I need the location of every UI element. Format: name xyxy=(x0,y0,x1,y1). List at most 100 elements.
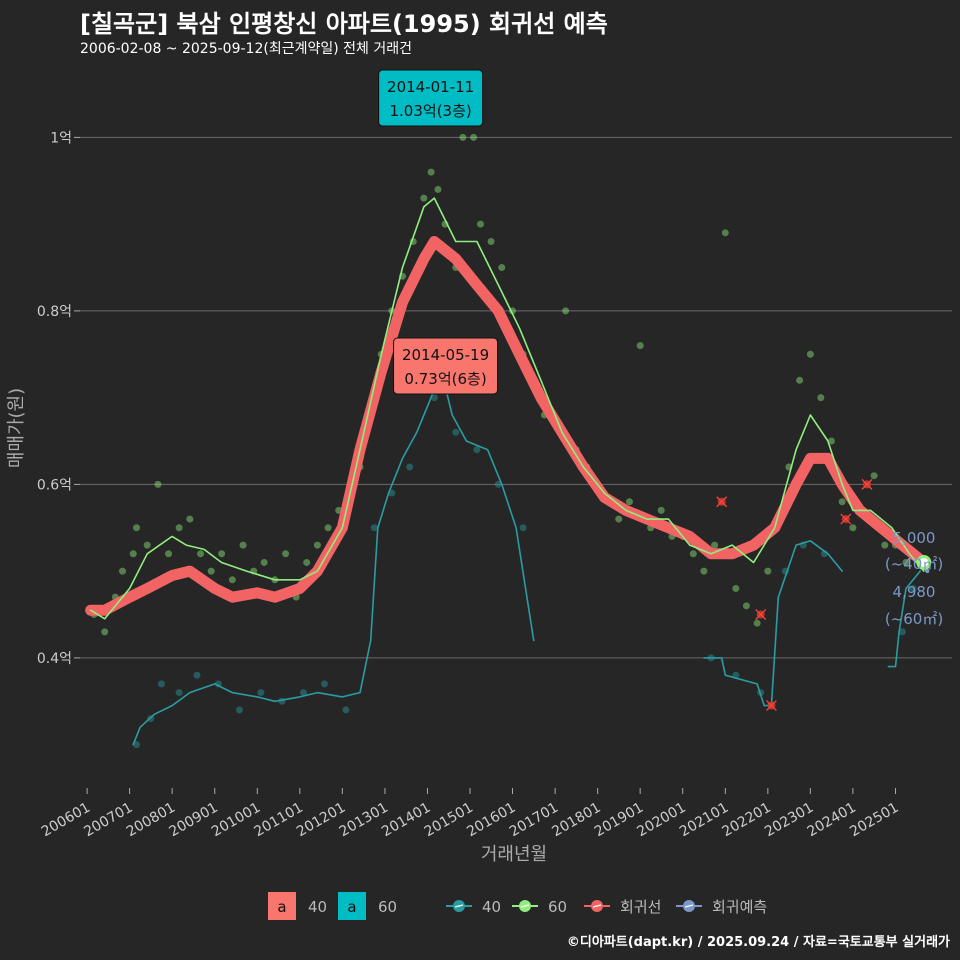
scatter-point-60 xyxy=(562,307,570,315)
scatter-point-40 xyxy=(430,394,438,402)
scatter-point-60 xyxy=(470,133,478,141)
y-tick-label: 0.8억 xyxy=(37,304,72,320)
scatter-point-60 xyxy=(420,194,428,202)
scatter-point-60 xyxy=(175,524,183,532)
scatter-point-60 xyxy=(324,524,332,532)
legend-label-swatch-60 xyxy=(338,892,366,920)
scatter-point-40 xyxy=(157,680,165,688)
legend-line-text: 회귀선 xyxy=(620,898,661,916)
forecast-area-40: (~40㎡) xyxy=(885,555,943,573)
outlier-cross xyxy=(765,700,777,712)
x-axis-title: 거래년월 xyxy=(481,844,547,865)
scatter-point-60 xyxy=(721,229,729,237)
scatter-point-60 xyxy=(870,472,878,480)
scatter-point-60 xyxy=(165,550,173,558)
scatter-point-60 xyxy=(796,376,804,384)
scatter-point-60 xyxy=(902,558,910,566)
y-tick-label: 0.6억 xyxy=(37,477,72,493)
scatter-point-40 xyxy=(370,524,378,532)
chart-title: [칠곡군] 북삼 인평창신 아파트(1995) 회귀선 예측 xyxy=(80,10,608,38)
y-tick-label: 0.4억 xyxy=(37,651,72,667)
series-line-40 xyxy=(703,540,843,707)
annotation-box xyxy=(378,69,484,127)
scatter-point-60 xyxy=(817,394,825,402)
scatter-point-60 xyxy=(313,541,321,549)
outlier-cross xyxy=(755,609,767,620)
scatter-point-60 xyxy=(742,602,750,610)
scatter-point-60 xyxy=(849,524,857,532)
scatter-point-40 xyxy=(321,680,329,688)
y-tick-label: 1억 xyxy=(50,130,72,146)
scatter-points xyxy=(90,133,917,749)
scatter-point-60 xyxy=(260,558,268,566)
scatter-point-60 xyxy=(282,550,290,558)
scatter-point-60 xyxy=(711,541,719,549)
scatter-point-40 xyxy=(473,446,481,454)
forecast-end-point xyxy=(916,554,932,570)
y-axis-title: 매매가(원) xyxy=(6,388,27,468)
scatter-point-40 xyxy=(494,480,502,488)
scatter-point-40 xyxy=(909,584,917,592)
legend-line-text: 60 xyxy=(548,898,567,916)
grid-lines xyxy=(80,136,952,659)
annotation-price: 1.03억(3층) xyxy=(390,102,472,120)
scatter-point-40 xyxy=(175,689,183,697)
legend-dot-mark xyxy=(684,904,694,908)
scatter-point-60 xyxy=(806,350,814,358)
annotation-date: 2014-01-11 xyxy=(387,78,474,96)
scatter-point-60 xyxy=(143,541,151,549)
scatter-point-60 xyxy=(154,480,162,488)
scatter-point-40 xyxy=(235,706,243,714)
scatter-point-40 xyxy=(452,428,460,436)
scatter-point-60 xyxy=(228,576,236,584)
series-line-60 xyxy=(89,197,925,620)
series-line-40 xyxy=(132,370,535,746)
scatter-point-60 xyxy=(498,264,506,272)
legend-label-text: 40 xyxy=(308,898,327,916)
outlier-cross xyxy=(861,478,873,490)
forecast-area-60: (~60㎡) xyxy=(885,610,943,628)
scatter-point-60 xyxy=(303,558,311,566)
legend-label-text: 60 xyxy=(378,898,397,916)
scatter-point-40 xyxy=(342,706,350,714)
outlier-cross xyxy=(716,496,728,508)
annotations: 2014-01-11 1.03억(3층) 2014-05-19 0.73억(6층) 5,… xyxy=(378,69,943,628)
scatter-point-60 xyxy=(239,541,247,549)
legend-line-text: 40 xyxy=(482,898,501,916)
scatter-point-60 xyxy=(838,498,846,506)
annotation-box xyxy=(393,337,499,395)
legend-dot-mark xyxy=(520,904,530,908)
x-tick-label: 202501 xyxy=(847,800,901,841)
chart-subtitle: 2006-02-08 ~ 2025-09-12(최근계약일) 전체 거래건 xyxy=(80,41,412,57)
scatter-point-60 xyxy=(218,550,226,558)
scatter-point-40 xyxy=(406,463,414,471)
annotation-price: 0.73억(6층) xyxy=(404,370,486,388)
y-axis: 0.4억 0.6억 0.8억 1억 xyxy=(37,130,80,667)
source-caption: ©디아파트(dapt.kr) / 2025.09.24 / 자료=국토교통부 실… xyxy=(566,935,950,950)
legend-dot-mark xyxy=(592,904,602,908)
legend-label-key: a xyxy=(347,898,356,916)
scatter-point-60 xyxy=(615,515,623,523)
scatter-point-40 xyxy=(299,689,307,697)
scatter-point-40 xyxy=(257,689,265,697)
scatter-point-60 xyxy=(625,498,633,506)
scatter-point-60 xyxy=(636,342,644,350)
scatter-point-60 xyxy=(427,168,435,176)
forecast-value-40: 5,000 xyxy=(893,529,936,547)
scatter-point-60 xyxy=(186,515,194,523)
scatter-point-60 xyxy=(753,619,761,627)
scatter-point-60 xyxy=(459,133,467,141)
annotation-date: 2014-05-19 xyxy=(402,346,489,364)
series-lines xyxy=(85,197,932,746)
scatter-point-40 xyxy=(193,671,201,679)
scatter-point-60 xyxy=(132,524,140,532)
scatter-point-60 xyxy=(657,506,665,514)
scatter-point-60 xyxy=(487,237,495,245)
scatter-point-60 xyxy=(207,567,215,575)
legend-dot-mark xyxy=(454,904,464,908)
scatter-point-60 xyxy=(119,567,127,575)
scatter-point-60 xyxy=(476,220,484,228)
legend-line-text: 회귀예측 xyxy=(712,898,767,916)
scatter-point-60 xyxy=(827,437,835,445)
